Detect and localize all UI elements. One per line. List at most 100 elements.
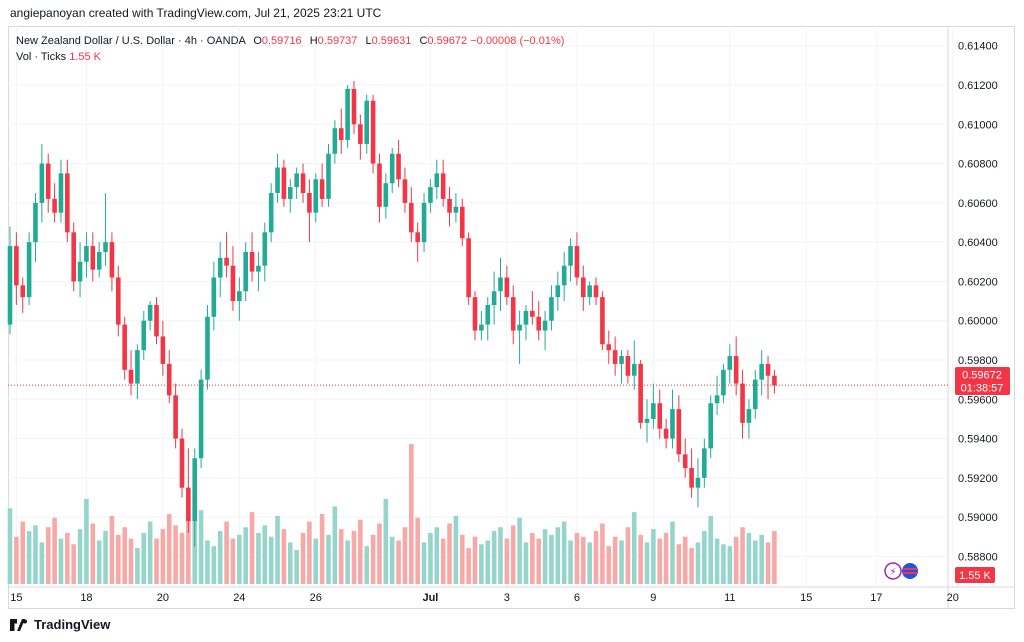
- candle-body: [383, 183, 389, 207]
- volume-bar: [759, 534, 764, 584]
- volume-bar: [453, 515, 459, 584]
- volume-bar: [721, 544, 726, 584]
- candle: [135, 344, 140, 400]
- time-tick-label: 6: [574, 592, 580, 604]
- volume-bars: [7, 444, 777, 584]
- low-value: 0.59631: [371, 35, 412, 47]
- price-tick-label: 0.59600: [958, 394, 998, 406]
- volume-bar: [287, 542, 293, 584]
- price-tick-label: 0.60600: [958, 198, 998, 210]
- candle-body: [192, 458, 198, 522]
- price-tick-label: 0.61400: [958, 41, 998, 53]
- volume-bar: [33, 525, 38, 584]
- candle-body: [364, 100, 370, 144]
- candle-body: [657, 403, 663, 429]
- candle-body: [14, 246, 19, 286]
- volume-bar: [682, 536, 688, 584]
- price-tick-label: 0.59400: [958, 434, 998, 446]
- candle: [77, 242, 83, 298]
- time-tick-label: 3: [504, 592, 510, 604]
- volume-bar: [179, 532, 185, 584]
- candle-body: [166, 363, 172, 396]
- candle: [230, 246, 236, 311]
- candle: [517, 310, 522, 364]
- volume-bar: [198, 510, 204, 584]
- candle-body: [198, 379, 204, 459]
- volume-label[interactable]: Vol · Ticks: [16, 51, 67, 63]
- candle: [217, 242, 223, 298]
- candle-body: [702, 448, 707, 478]
- candle-body: [421, 202, 427, 243]
- volume-bar: [625, 527, 631, 584]
- volume-bar: [708, 515, 713, 584]
- candle: [682, 438, 688, 478]
- volume-bar: [459, 534, 465, 584]
- candle: [472, 291, 478, 341]
- volume-bar: [77, 529, 83, 584]
- volume-bar: [415, 517, 420, 584]
- volume-bar: [472, 536, 478, 584]
- price-tick-label: 0.61000: [958, 119, 998, 131]
- volume-bar: [479, 544, 484, 584]
- volume-bar: [154, 538, 159, 584]
- candle: [434, 159, 440, 199]
- candle: [262, 222, 268, 282]
- candle-body: [428, 187, 433, 203]
- grid-lines: [8, 26, 954, 587]
- candle-body: [485, 305, 491, 325]
- candle: [638, 360, 643, 429]
- candle: [281, 159, 287, 207]
- candle-body: [466, 238, 471, 298]
- candle: [179, 428, 185, 498]
- us-flag-icon: [902, 563, 918, 579]
- candle-body: [434, 173, 440, 188]
- volume-bar: [71, 544, 76, 584]
- symbol-title[interactable]: New Zealand Dollar / U.S. Dollar · 4h · …: [16, 35, 246, 47]
- candle-body: [472, 297, 478, 331]
- volume-bar: [351, 531, 357, 584]
- candle-body: [103, 242, 108, 252]
- volume-bar: [733, 536, 739, 584]
- volume-value: 1.55 K: [69, 51, 101, 63]
- price-tick-label: 0.58800: [958, 551, 998, 563]
- candle: [96, 242, 102, 278]
- candle: [389, 147, 395, 194]
- candle: [670, 389, 675, 449]
- volume-bar: [389, 536, 395, 584]
- volume-bar: [383, 498, 389, 584]
- candle: [644, 399, 650, 443]
- volume-bar: [7, 508, 13, 584]
- candle: [708, 395, 713, 459]
- candle-body: [224, 257, 229, 266]
- volume-bar: [772, 531, 777, 584]
- volume-bar: [504, 538, 510, 584]
- volume-bar: [39, 542, 45, 584]
- candle: [294, 167, 299, 199]
- candle-body: [555, 285, 561, 298]
- candle-body: [491, 291, 497, 305]
- candle-body: [549, 297, 554, 321]
- volume-bar: [561, 521, 567, 584]
- candle: [593, 277, 599, 305]
- volume-bar: [377, 523, 382, 584]
- candle-body: [676, 409, 682, 455]
- volume-bar: [160, 529, 166, 584]
- candle-body: [759, 363, 764, 380]
- candle: [676, 395, 682, 463]
- volume-tag-value: 1.55 K: [959, 570, 991, 582]
- candle-body: [345, 88, 350, 140]
- candle: [625, 350, 631, 384]
- candle-body: [128, 369, 134, 384]
- candle: [752, 369, 758, 419]
- candle: [377, 153, 382, 223]
- candle: [523, 305, 529, 341]
- candle-body: [287, 187, 293, 199]
- candle-body: [625, 356, 631, 376]
- candle-body: [377, 163, 382, 207]
- candle: [205, 305, 210, 390]
- candle: [581, 265, 586, 311]
- event-icons[interactable]: ⚡: [884, 562, 918, 580]
- candle-body: [746, 409, 752, 423]
- candle: [45, 153, 51, 213]
